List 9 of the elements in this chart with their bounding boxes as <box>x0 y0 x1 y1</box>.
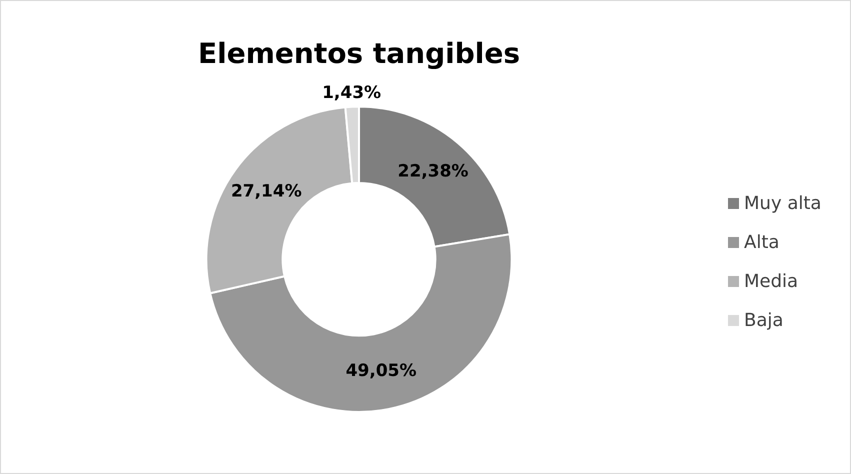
data-label: 49,05% <box>346 361 417 382</box>
legend-label: Alta <box>744 232 780 253</box>
data-label: 22,38% <box>398 161 468 182</box>
legend-label: Muy alta <box>744 193 822 214</box>
chart-title: Elementos tangibles <box>198 37 520 70</box>
legend-label: Media <box>744 271 798 292</box>
legend-label: Baja <box>744 310 784 331</box>
data-label: 27,14% <box>230 181 302 202</box>
data-label: 1,43% <box>322 83 382 104</box>
